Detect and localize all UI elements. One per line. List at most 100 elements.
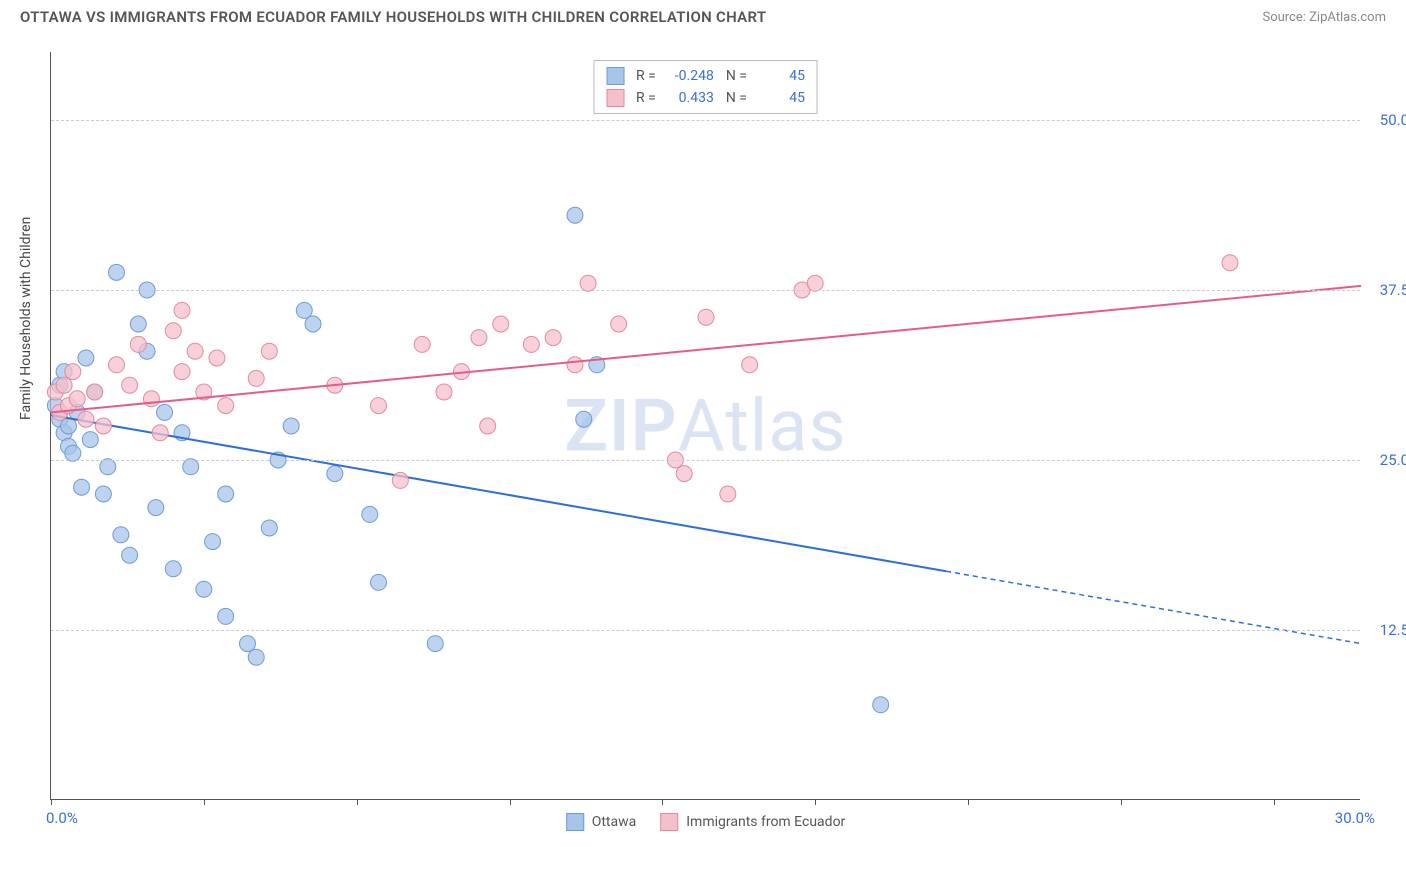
scatter-point [87, 384, 103, 400]
scatter-point [392, 472, 408, 488]
legend-row-ecuador: R = 0.433 N = 45 [606, 87, 805, 109]
scatter-point [296, 302, 312, 318]
scatter-point [611, 316, 627, 332]
r-label: R = [636, 90, 656, 106]
scatter-point [152, 425, 168, 441]
scatter-point [576, 411, 592, 427]
scatter-point [414, 336, 430, 352]
legend-label-ottawa: Ottawa [592, 814, 637, 830]
scatter-point [174, 364, 190, 380]
scatter-point [187, 343, 203, 359]
scatter-point [56, 377, 72, 393]
scatter-point [580, 275, 596, 291]
gridline-horizontal [51, 630, 1360, 631]
scatter-point [371, 574, 387, 590]
r-label: R = [636, 68, 656, 84]
scatter-point [95, 486, 111, 502]
legend-item-ottawa: Ottawa [566, 813, 637, 831]
x-tick [662, 799, 663, 805]
scatter-point [183, 459, 199, 475]
scatter-point [873, 697, 889, 713]
scatter-point [113, 527, 129, 543]
scatter-point [157, 404, 173, 420]
x-axis-max-label: 30.0% [1335, 809, 1375, 827]
scatter-point [130, 336, 146, 352]
scatter-point [1222, 255, 1238, 271]
scatter-point [567, 357, 583, 373]
legend-row-ottawa: R = -0.248 N = 45 [606, 65, 805, 87]
scatter-point [74, 479, 90, 495]
scatter-point [78, 350, 94, 366]
scatter-point [327, 466, 343, 482]
x-tick [204, 799, 205, 805]
scatter-point [371, 398, 387, 414]
scatter-point [261, 343, 277, 359]
scatter-point [283, 418, 299, 434]
n-value-ecuador: 45 [755, 90, 805, 106]
scatter-point [305, 316, 321, 332]
gridline-horizontal [51, 120, 1360, 121]
legend-label-ecuador: Immigrants from Ecuador [686, 814, 845, 830]
y-tick-label: 12.5% [1380, 621, 1406, 639]
scatter-point [676, 466, 692, 482]
x-tick [51, 799, 52, 805]
scatter-point [100, 459, 116, 475]
scatter-point [130, 316, 146, 332]
r-value-ottawa: -0.248 [664, 68, 714, 84]
scatter-point [261, 520, 277, 536]
scatter-point [218, 608, 234, 624]
scatter-point [122, 377, 138, 393]
scatter-plot-svg [51, 52, 1360, 799]
scatter-point [60, 418, 76, 434]
x-tick [1274, 799, 1275, 805]
scatter-point [209, 350, 225, 366]
scatter-point [248, 649, 264, 665]
swatch-blue [566, 813, 584, 831]
trend-line [51, 286, 1361, 412]
y-tick-label: 37.5% [1380, 281, 1406, 299]
scatter-point [218, 486, 234, 502]
n-label: N = [726, 68, 747, 84]
y-tick-label: 25.0% [1380, 451, 1406, 469]
source-attribution: Source: ZipAtlas.com [1262, 10, 1386, 25]
scatter-point [196, 581, 212, 597]
scatter-point [523, 336, 539, 352]
y-tick-label: 50.0% [1380, 111, 1406, 129]
chart-plot-area: ZIPAtlas R = -0.248 N = 45 R = 0.433 N =… [50, 52, 1360, 800]
scatter-point [122, 547, 138, 563]
x-tick [968, 799, 969, 805]
gridline-horizontal [51, 460, 1360, 461]
scatter-point [807, 275, 823, 291]
scatter-point [109, 264, 125, 280]
legend-item-ecuador: Immigrants from Ecuador [660, 813, 845, 831]
trend-line-extrapolated [946, 571, 1361, 643]
x-axis-min-label: 0.0% [46, 809, 78, 827]
scatter-point [165, 323, 181, 339]
x-tick [1121, 799, 1122, 805]
scatter-point [480, 418, 496, 434]
scatter-point [545, 330, 561, 346]
series-legend: Ottawa Immigrants from Ecuador [566, 813, 846, 831]
swatch-pink [606, 89, 624, 107]
scatter-point [240, 636, 256, 652]
x-tick [510, 799, 511, 805]
gridline-horizontal [51, 290, 1360, 291]
swatch-pink [660, 813, 678, 831]
scatter-point [165, 561, 181, 577]
scatter-point [82, 432, 98, 448]
scatter-point [436, 384, 452, 400]
scatter-point [248, 370, 264, 386]
scatter-point [205, 534, 221, 550]
x-tick [357, 799, 358, 805]
scatter-point [471, 330, 487, 346]
x-tick [815, 799, 816, 805]
y-axis-label: Family Households with Children [18, 217, 34, 420]
scatter-point [69, 391, 85, 407]
swatch-blue [606, 67, 624, 85]
scatter-point [78, 411, 94, 427]
trend-line [51, 415, 946, 571]
scatter-point [493, 316, 509, 332]
scatter-point [65, 445, 81, 461]
n-value-ottawa: 45 [755, 68, 805, 84]
scatter-point [362, 506, 378, 522]
